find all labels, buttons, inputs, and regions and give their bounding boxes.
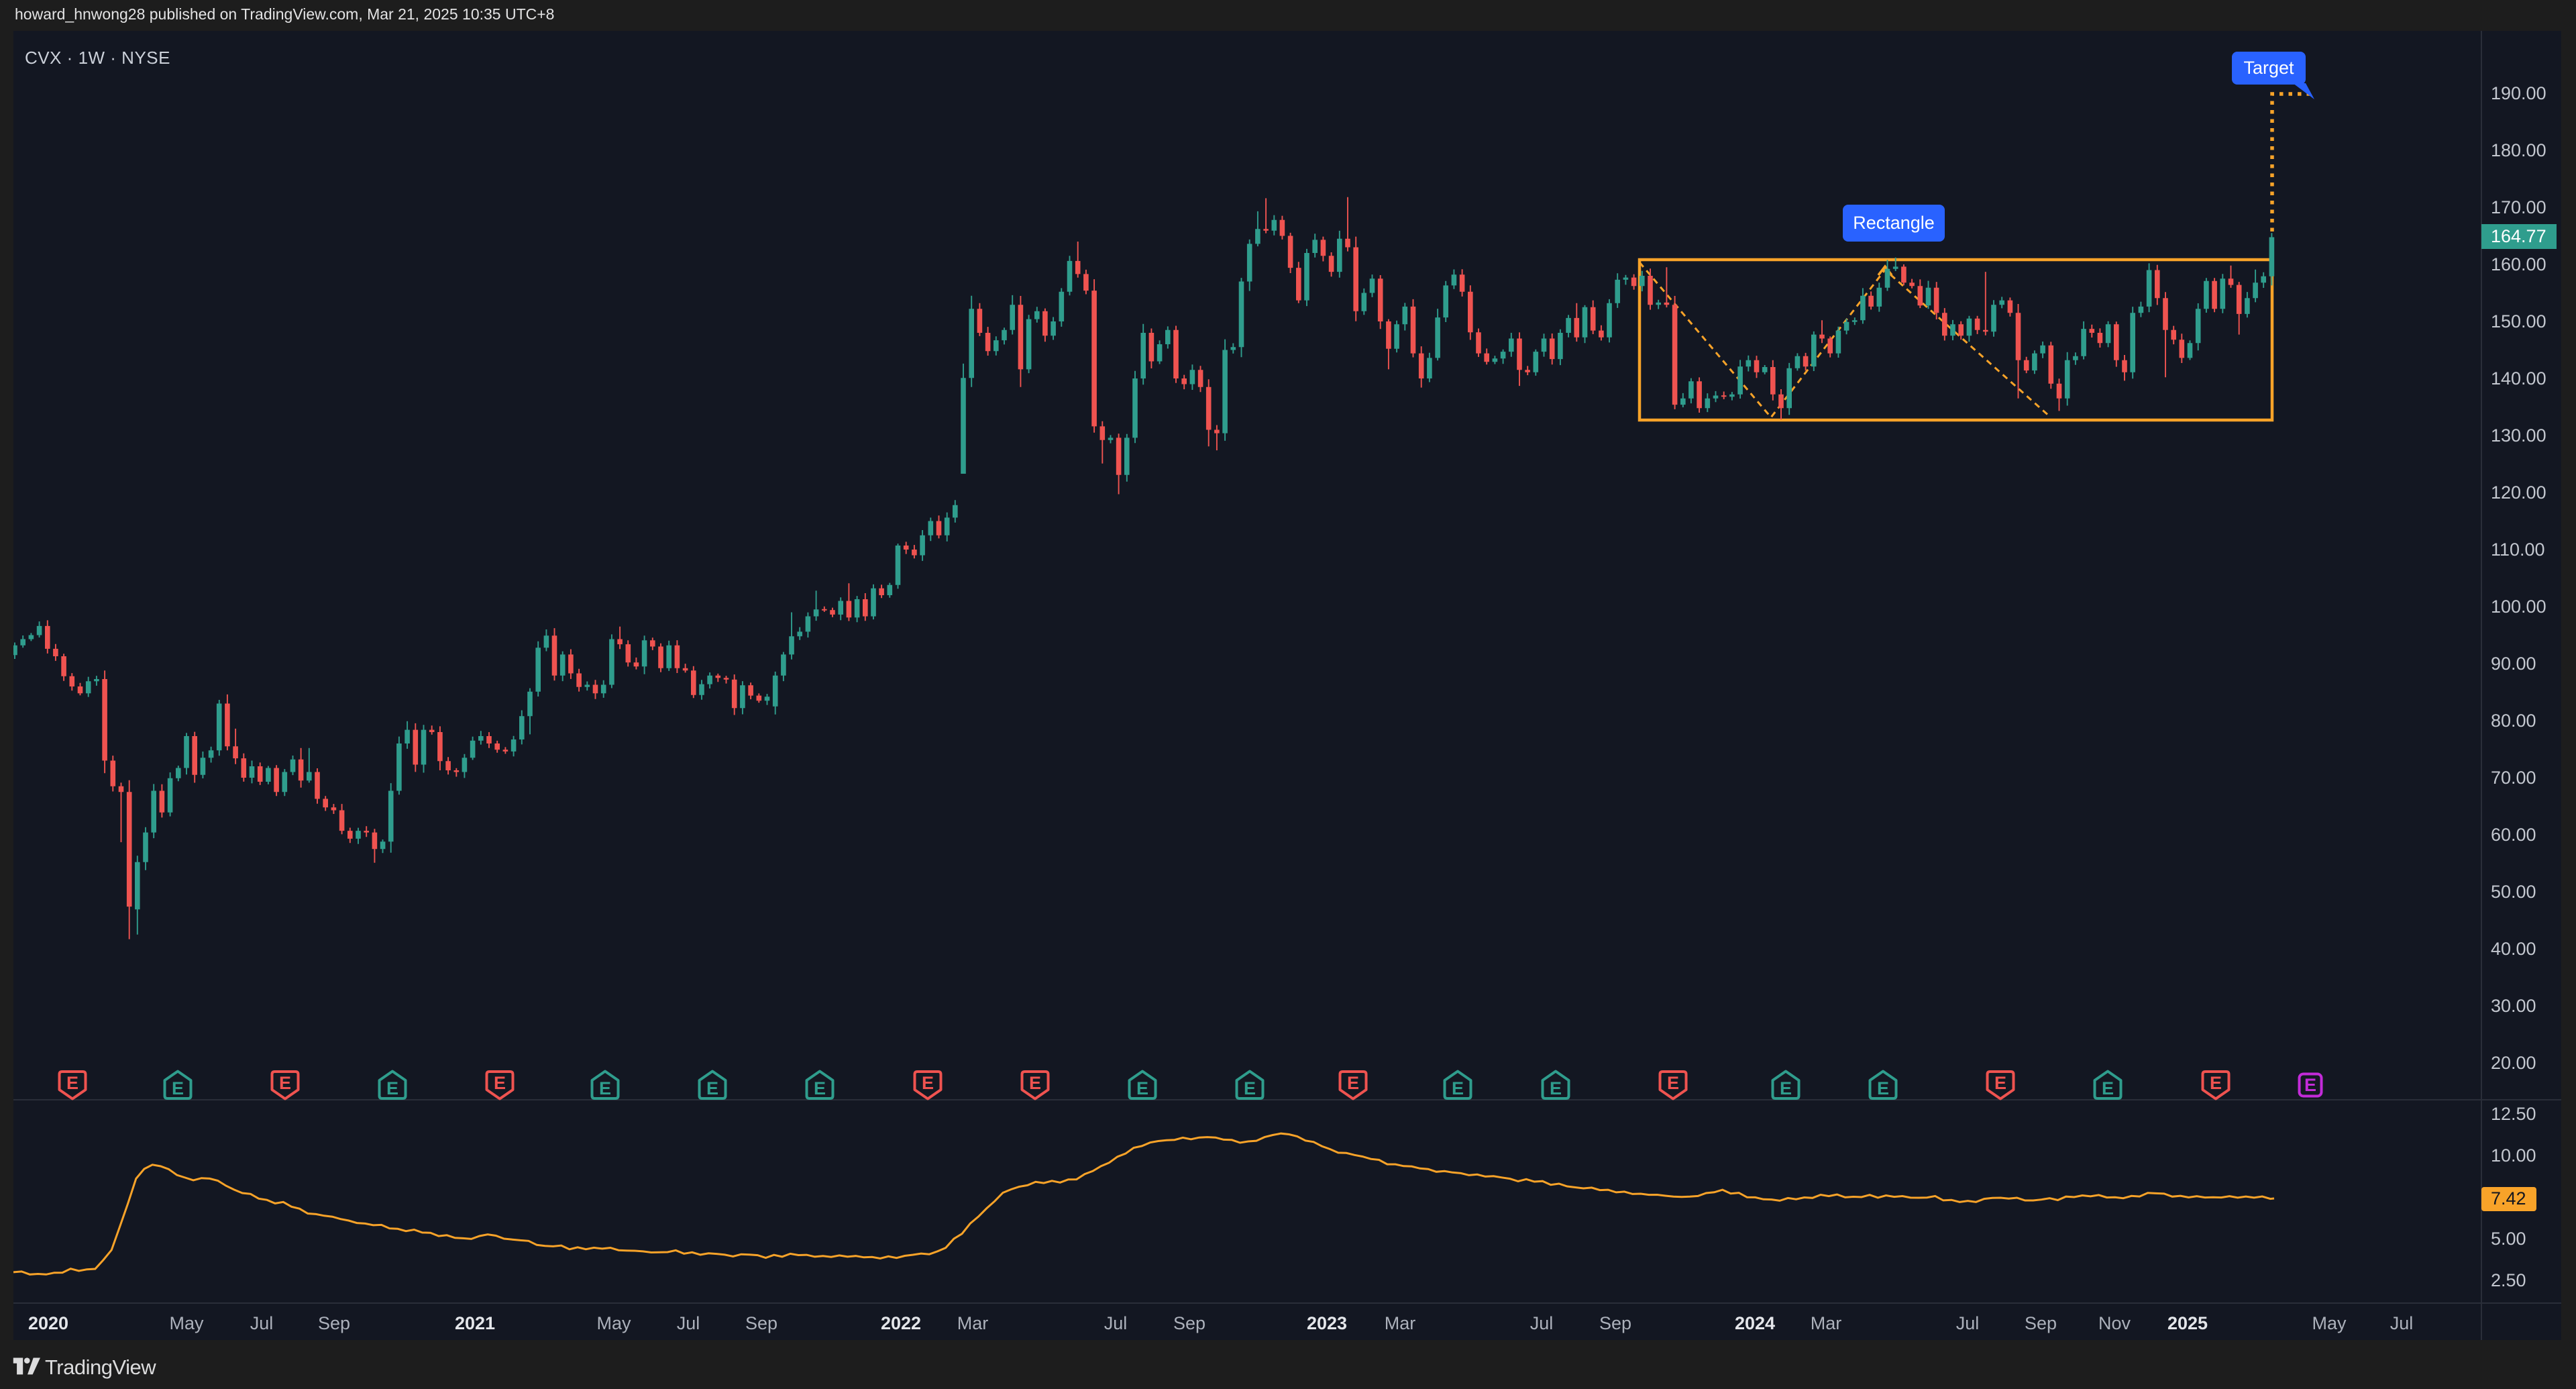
svg-text:2024: 2024: [1735, 1313, 1775, 1333]
svg-text:10.00: 10.00: [2491, 1145, 2536, 1166]
svg-text:2022: 2022: [881, 1313, 921, 1333]
svg-text:Sep: Sep: [318, 1313, 350, 1333]
svg-text:12.50: 12.50: [2491, 1104, 2536, 1124]
svg-text:E: E: [386, 1078, 398, 1098]
svg-text:E: E: [1877, 1078, 1889, 1098]
svg-text:Sep: Sep: [1599, 1313, 1631, 1333]
svg-text:180.00: 180.00: [2491, 140, 2546, 160]
svg-text:Jul: Jul: [250, 1313, 274, 1333]
svg-text:E: E: [2102, 1078, 2114, 1098]
svg-text:170.00: 170.00: [2491, 197, 2546, 217]
svg-text:E: E: [1667, 1073, 1679, 1093]
svg-text:80.00: 80.00: [2491, 711, 2536, 731]
svg-text:130.00: 130.00: [2491, 425, 2546, 446]
svg-text:May: May: [596, 1313, 631, 1333]
svg-text:E: E: [1780, 1078, 1792, 1098]
svg-text:E: E: [922, 1073, 934, 1093]
svg-text:5.00: 5.00: [2491, 1229, 2526, 1249]
svg-text:E: E: [1994, 1073, 2006, 1093]
svg-text:E: E: [1550, 1078, 1562, 1098]
svg-text:2023: 2023: [1307, 1313, 1347, 1333]
svg-text:Jul: Jul: [677, 1313, 700, 1333]
svg-text:Nov: Nov: [2098, 1313, 2131, 1333]
svg-text:2025: 2025: [2167, 1313, 2208, 1333]
svg-text:E: E: [1347, 1073, 1359, 1093]
svg-text:140.00: 140.00: [2491, 368, 2546, 389]
svg-text:2021: 2021: [455, 1313, 495, 1333]
svg-text:May: May: [2312, 1313, 2347, 1333]
svg-text:Jul: Jul: [1104, 1313, 1128, 1333]
svg-text:Mar: Mar: [1811, 1313, 1842, 1333]
svg-text:May: May: [169, 1313, 204, 1333]
svg-text:90.00: 90.00: [2491, 654, 2536, 674]
svg-text:Target: Target: [2243, 58, 2294, 78]
svg-text:Mar: Mar: [957, 1313, 989, 1333]
svg-text:20.00: 20.00: [2491, 1053, 2536, 1073]
svg-text:Jul: Jul: [1956, 1313, 1980, 1333]
svg-text:E: E: [279, 1073, 291, 1093]
svg-text:7.42: 7.42: [2491, 1188, 2526, 1208]
svg-text:Sep: Sep: [1173, 1313, 1205, 1333]
svg-text:Sep: Sep: [2025, 1313, 2057, 1333]
svg-text:110.00: 110.00: [2491, 539, 2545, 560]
svg-text:E: E: [2210, 1073, 2222, 1093]
svg-text:2.50: 2.50: [2491, 1270, 2526, 1290]
svg-text:E: E: [1244, 1078, 1256, 1098]
svg-text:E: E: [172, 1078, 184, 1098]
svg-text:TradingView: TradingView: [45, 1355, 156, 1379]
svg-text:CVX · 1W · NYSE: CVX · 1W · NYSE: [25, 48, 170, 68]
svg-text:E: E: [1452, 1078, 1464, 1098]
svg-text:70.00: 70.00: [2491, 768, 2536, 788]
svg-text:E: E: [706, 1078, 718, 1098]
svg-text:E: E: [494, 1073, 506, 1093]
svg-text:E: E: [66, 1073, 78, 1093]
svg-text:Jul: Jul: [2390, 1313, 2414, 1333]
svg-text:50.00: 50.00: [2491, 882, 2536, 902]
svg-text:Mar: Mar: [1385, 1313, 1416, 1333]
svg-text:E: E: [599, 1078, 611, 1098]
svg-text:60.00: 60.00: [2491, 825, 2536, 845]
svg-text:150.00: 150.00: [2491, 311, 2546, 331]
svg-text:120.00: 120.00: [2491, 482, 2546, 503]
svg-text:howard_hnwong28 published on T: howard_hnwong28 published on TradingView…: [15, 5, 554, 23]
svg-text:160.00: 160.00: [2491, 254, 2546, 274]
svg-text:E: E: [1136, 1078, 1148, 1098]
svg-text:100.00: 100.00: [2491, 597, 2546, 617]
svg-text:190.00: 190.00: [2491, 83, 2546, 103]
svg-text:E: E: [1029, 1073, 1041, 1093]
svg-text:E: E: [2304, 1075, 2316, 1095]
svg-text:Sep: Sep: [745, 1313, 777, 1333]
svg-text:40.00: 40.00: [2491, 939, 2536, 959]
svg-text:Jul: Jul: [1530, 1313, 1554, 1333]
svg-text:Rectangle: Rectangle: [1853, 213, 1935, 233]
svg-text:E: E: [814, 1078, 826, 1098]
svg-text:164.77: 164.77: [2491, 226, 2546, 246]
svg-text:2020: 2020: [28, 1313, 68, 1333]
svg-text:30.00: 30.00: [2491, 996, 2536, 1016]
